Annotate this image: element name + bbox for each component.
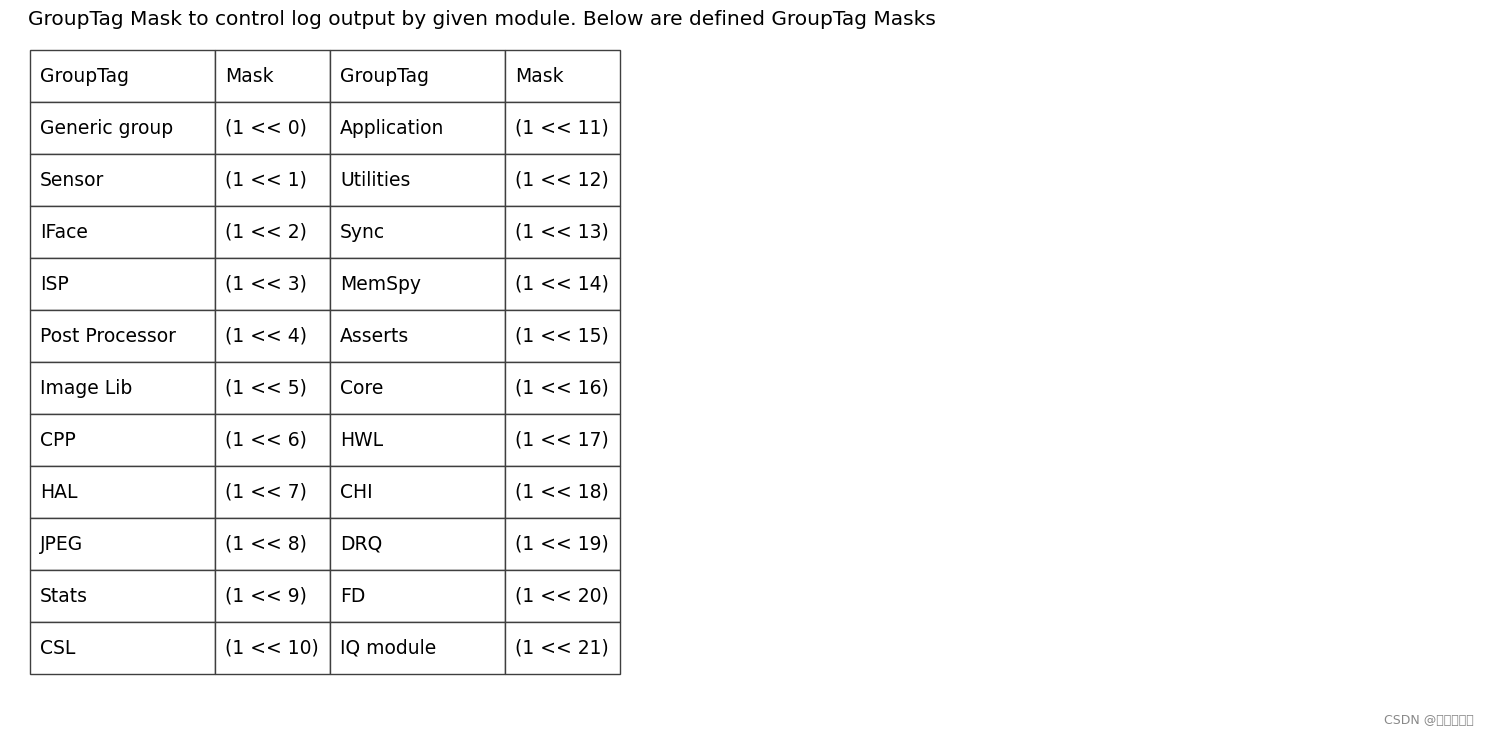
- Text: IFace: IFace: [40, 222, 88, 242]
- Text: CSL: CSL: [40, 639, 75, 657]
- Text: Sync: Sync: [340, 222, 384, 242]
- Text: (1 << 0): (1 << 0): [224, 119, 307, 137]
- Text: (1 << 12): (1 << 12): [515, 171, 609, 189]
- Text: (1 << 10): (1 << 10): [224, 639, 319, 657]
- Text: (1 << 6): (1 << 6): [224, 430, 307, 450]
- Text: (1 << 3): (1 << 3): [224, 275, 307, 293]
- Text: FD: FD: [340, 586, 365, 606]
- Text: (1 << 18): (1 << 18): [515, 483, 609, 501]
- Text: (1 << 7): (1 << 7): [224, 483, 307, 501]
- Text: (1 << 11): (1 << 11): [515, 119, 609, 137]
- Text: Application: Application: [340, 119, 444, 137]
- Text: JPEG: JPEG: [40, 534, 84, 554]
- Text: MemSpy: MemSpy: [340, 275, 420, 293]
- Text: Post Processor: Post Processor: [40, 327, 177, 345]
- Text: IQ module: IQ module: [340, 639, 437, 657]
- Text: (1 << 8): (1 << 8): [224, 534, 307, 554]
- Text: (1 << 19): (1 << 19): [515, 534, 609, 554]
- Text: Asserts: Asserts: [340, 327, 410, 345]
- Text: Sensor: Sensor: [40, 171, 105, 189]
- Text: (1 << 2): (1 << 2): [224, 222, 307, 242]
- Text: (1 << 5): (1 << 5): [224, 378, 307, 398]
- Text: (1 << 21): (1 << 21): [515, 639, 609, 657]
- Text: Utilities: Utilities: [340, 171, 410, 189]
- Text: CHI: CHI: [340, 483, 373, 501]
- Text: Stats: Stats: [40, 586, 88, 606]
- Text: HWL: HWL: [340, 430, 383, 450]
- Text: (1 << 15): (1 << 15): [515, 327, 609, 345]
- Text: (1 << 4): (1 << 4): [224, 327, 307, 345]
- Text: (1 << 9): (1 << 9): [224, 586, 307, 606]
- Text: Mask: Mask: [515, 66, 564, 86]
- Text: (1 << 20): (1 << 20): [515, 586, 609, 606]
- Text: (1 << 1): (1 << 1): [224, 171, 307, 189]
- Text: GroupTag: GroupTag: [40, 66, 129, 86]
- Text: Generic group: Generic group: [40, 119, 174, 137]
- Text: CSDN @墅外图腾狼: CSDN @墅外图腾狼: [1384, 715, 1474, 727]
- Text: Image Lib: Image Lib: [40, 378, 132, 398]
- Text: CPP: CPP: [40, 430, 76, 450]
- Text: (1 << 17): (1 << 17): [515, 430, 609, 450]
- Text: (1 << 13): (1 << 13): [515, 222, 609, 242]
- Text: GroupTag Mask to control log output by given module. Below are defined GroupTag : GroupTag Mask to control log output by g…: [28, 10, 936, 29]
- Text: ISP: ISP: [40, 275, 69, 293]
- Text: Mask: Mask: [224, 66, 274, 86]
- Text: Core: Core: [340, 378, 383, 398]
- Text: (1 << 14): (1 << 14): [515, 275, 609, 293]
- Text: GroupTag: GroupTag: [340, 66, 429, 86]
- Text: DRQ: DRQ: [340, 534, 383, 554]
- Text: HAL: HAL: [40, 483, 78, 501]
- Text: (1 << 16): (1 << 16): [515, 378, 609, 398]
